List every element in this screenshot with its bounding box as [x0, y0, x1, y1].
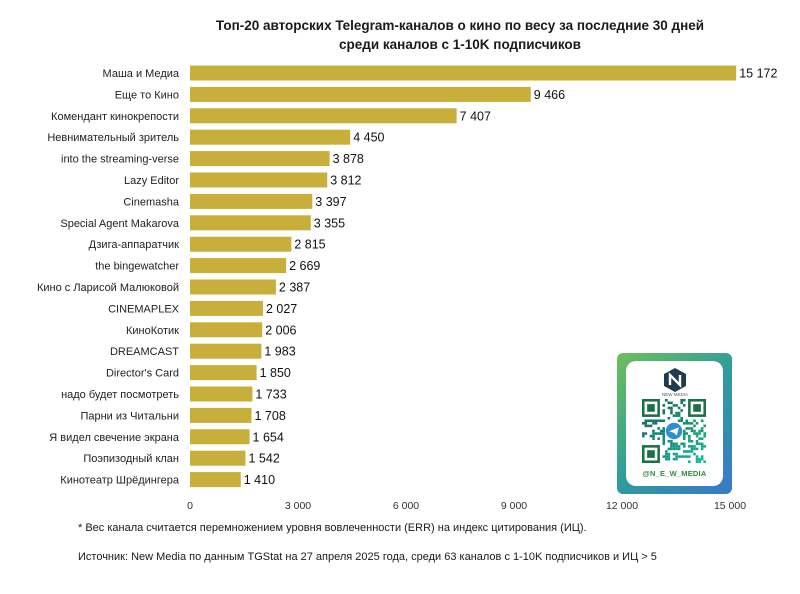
bar-14	[190, 343, 262, 359]
bar-16	[190, 386, 253, 402]
category-label-14: DREAMCAST	[110, 346, 179, 358]
category-label-8: Special Agent Makarova	[60, 218, 180, 230]
value-label-18: 1 654	[253, 430, 284, 444]
value-label-2: 9 466	[534, 88, 565, 102]
value-label-20: 1 410	[244, 473, 275, 487]
value-label-1: 15 172	[739, 67, 777, 81]
category-label-19: Поэпизодный клан	[83, 453, 179, 465]
bar-18	[190, 429, 250, 445]
qr-code-icon	[642, 399, 706, 463]
value-label-17: 1 708	[254, 409, 285, 423]
chart-title-line-1: Топ-20 авторских Telegram-каналов о кино…	[215, 18, 705, 33]
bar-11	[190, 279, 276, 295]
category-label-7: Cinemasha	[123, 196, 180, 208]
value-label-12: 2 027	[266, 302, 297, 316]
value-label-16: 1 733	[255, 388, 286, 402]
qr-handle: @N_E_W_MEDIA	[642, 469, 707, 478]
value-label-10: 2 669	[289, 259, 320, 273]
source-note: Источник: New Media по данным TGStat на …	[78, 551, 657, 563]
qr-card-inner: NEW MEDIA @N_E_W_MEDIA	[626, 361, 723, 486]
value-label-4: 4 450	[353, 131, 384, 145]
bar-17	[190, 407, 252, 423]
value-label-6: 3 812	[330, 174, 361, 188]
chart-title: Топ-20 авторских Telegram-каналов о кино…	[0, 16, 800, 54]
chart-title-line-2: среди каналов с 1-10K подписчиков	[339, 37, 581, 52]
value-label-11: 2 387	[279, 281, 310, 295]
category-label-16: надо будет посмотреть	[61, 389, 179, 401]
bar-12	[190, 300, 263, 316]
category-label-17: Парни из Читальни	[80, 410, 179, 422]
new-media-logo-icon	[664, 368, 686, 392]
x-tick-label-1: 0	[187, 500, 193, 512]
category-label-13: КиноКотик	[126, 325, 179, 337]
value-label-9: 2 815	[294, 238, 325, 252]
category-label-2: Еще то Кино	[115, 89, 179, 101]
value-label-15: 1 850	[260, 366, 291, 380]
category-label-5: into the streaming-verse	[61, 154, 179, 166]
x-tick-label-5: 12 000	[606, 500, 638, 512]
category-label-11: Кино с Ларисой Малюковой	[37, 282, 179, 294]
bar-5	[190, 151, 330, 167]
category-label-4: Невнимательный зритель	[47, 132, 179, 144]
bar-4	[190, 129, 351, 145]
x-tick-label-4: 9 000	[501, 500, 527, 512]
x-tick-label-2: 3 000	[285, 500, 311, 512]
value-label-14: 1 983	[264, 345, 295, 359]
category-label-15: Director's Card	[106, 368, 179, 380]
category-label-3: Комендант кинокрепости	[51, 111, 179, 123]
footnote: * Вес канала считается перемножением уро…	[78, 522, 587, 534]
qr-card[interactable]: NEW MEDIA @N_E_W_MEDIA	[617, 353, 732, 494]
logo-caption: NEW MEDIA	[661, 392, 688, 397]
bar-9	[190, 236, 292, 252]
category-label-1: Маша и Медиа	[103, 68, 180, 80]
x-tick-label-6: 15 000	[714, 500, 746, 512]
category-label-12: CINEMAPLEX	[108, 303, 180, 315]
bar-2	[190, 86, 531, 102]
bar-6	[190, 172, 328, 188]
category-label-9: Дзига-аппаратчик	[89, 239, 180, 251]
bar-1	[190, 65, 737, 81]
value-label-13: 2 006	[265, 323, 296, 337]
bar-20	[190, 472, 241, 488]
bar-15	[190, 365, 257, 381]
bar-10	[190, 258, 287, 274]
bar-13	[190, 322, 263, 338]
bar-3	[190, 108, 457, 124]
x-tick-label-3: 6 000	[393, 500, 419, 512]
value-label-8: 3 355	[314, 216, 345, 230]
category-label-18: Я видел свечение экрана	[49, 432, 180, 444]
value-label-7: 3 397	[315, 195, 346, 209]
category-label-10: the bingewatcher	[95, 261, 179, 273]
value-label-5: 3 878	[333, 152, 364, 166]
category-label-20: Кинотеатр Шрёдингера	[60, 475, 180, 487]
category-label-6: Lazy Editor	[124, 175, 179, 187]
bar-8	[190, 215, 311, 231]
value-label-3: 7 407	[460, 109, 491, 123]
bar-7	[190, 193, 313, 209]
value-label-19: 1 542	[249, 452, 280, 466]
bar-19	[190, 450, 246, 466]
